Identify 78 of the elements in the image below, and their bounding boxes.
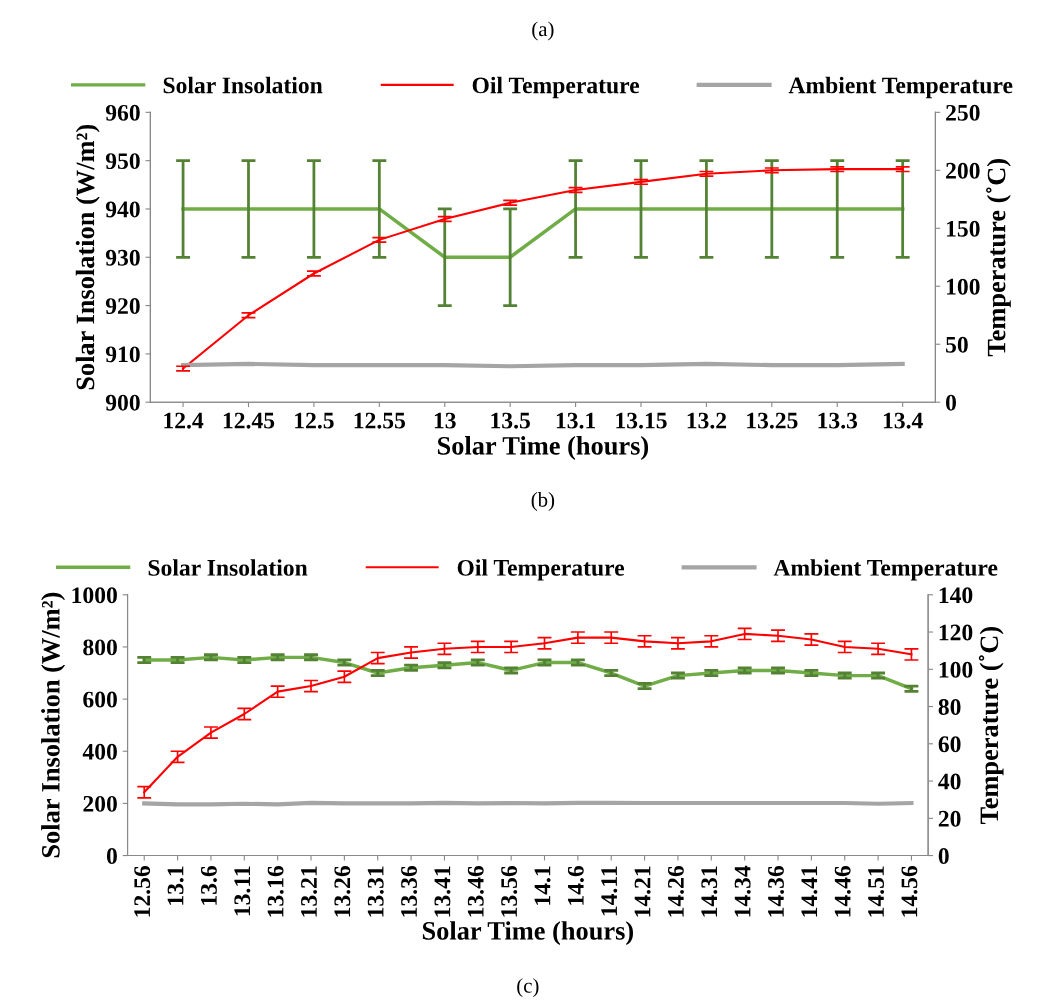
y2-tick-label: 20 bbox=[938, 810, 961, 827]
x-tick-label: 14.41 bbox=[801, 866, 818, 917]
legend-label: Solar Insolation bbox=[148, 559, 308, 576]
x-tick-label: 13.2 bbox=[687, 412, 727, 429]
x-tick-label: 13 bbox=[434, 412, 456, 429]
y-tick-label: 1000 bbox=[72, 587, 117, 604]
x-tick-label: 14.56 bbox=[901, 865, 918, 917]
y-tick-label: 400 bbox=[82, 743, 117, 760]
y2-tick-label: 0 bbox=[946, 394, 956, 411]
x-tick-label: 12.56 bbox=[134, 865, 151, 917]
x-axis-title: Solar Time (hours) bbox=[437, 436, 649, 461]
x-tick-label: 13.15 bbox=[616, 412, 667, 429]
x-tick-label: 14.21 bbox=[634, 866, 651, 917]
y-tick-label: 930 bbox=[105, 249, 140, 266]
x-tick-label: 13.56 bbox=[501, 865, 518, 917]
x-tick-label: 12.5 bbox=[295, 412, 334, 429]
x-tick-label: 14.34 bbox=[734, 865, 751, 917]
x-tick-label: 14.11 bbox=[601, 866, 618, 916]
y-axis-title: Solar Insolation (W/m²) bbox=[75, 124, 100, 390]
chart-title: (a) bbox=[532, 21, 554, 41]
y2-tick-label: 150 bbox=[946, 220, 980, 237]
y2-tick-label: 200 bbox=[946, 162, 980, 179]
x-tick-label: 13.4 bbox=[883, 412, 923, 429]
y2-axis-title: Temperature (˚C) bbox=[986, 159, 1011, 357]
y2-tick-label: 250 bbox=[946, 104, 980, 121]
x-tick-label: 13.36 bbox=[401, 865, 418, 917]
y2-tick-label: 0 bbox=[938, 848, 949, 864]
y-tick-label: 600 bbox=[83, 691, 117, 708]
y2-tick-label: 80 bbox=[938, 699, 961, 715]
y-tick-label: 900 bbox=[105, 394, 140, 411]
y-tick-label: 960 bbox=[105, 104, 140, 121]
x-tick-label: 14.26 bbox=[667, 865, 684, 917]
x-tick-label: 14.46 bbox=[834, 865, 851, 917]
legend-label: Solar Insolation bbox=[163, 76, 323, 94]
legend-label: Ambient Temperature bbox=[788, 76, 1013, 99]
x-tick-label: 13.16 bbox=[267, 865, 284, 917]
y2-tick-label: 100 bbox=[939, 661, 973, 678]
legend-label: Oil Temperature bbox=[472, 76, 640, 99]
x-tick-label: 12.4 bbox=[164, 412, 204, 429]
text: (c) bbox=[517, 978, 539, 998]
x-tick-label: 12.45 bbox=[223, 412, 275, 429]
x-tick-label: 13.6 bbox=[200, 865, 217, 905]
x-tick-label: 13.21 bbox=[301, 866, 318, 917]
x-tick-label: 14.1 bbox=[534, 866, 551, 905]
x-tick-label: 13.11 bbox=[234, 866, 251, 916]
y2-tick-label: 140 bbox=[939, 587, 973, 604]
y2-tick-label: 40 bbox=[938, 773, 961, 790]
x-tick-label: 14.6 bbox=[567, 865, 584, 905]
legend-label: Oil Temperature bbox=[457, 559, 625, 581]
x-tick-label: 12.55 bbox=[354, 412, 406, 429]
y-axis-title: Solar Insolation (W/m²) bbox=[41, 592, 66, 858]
x-tick-label: 14.36 bbox=[768, 865, 785, 917]
x-tick-label: 13.1 bbox=[167, 866, 184, 905]
x-tick-label: 13.5 bbox=[491, 412, 530, 429]
x-tick-label: 13.26 bbox=[334, 865, 351, 917]
y2-tick-label: 100 bbox=[946, 278, 980, 295]
y-tick-label: 0 bbox=[106, 848, 117, 864]
y2-tick-label: 120 bbox=[939, 624, 973, 641]
x-tick-label: 13.25 bbox=[747, 412, 798, 429]
y2-tick-label: 50 bbox=[946, 336, 968, 353]
x-tick-label: 13.3 bbox=[818, 412, 858, 429]
y-tick-label: 950 bbox=[105, 153, 140, 170]
x-tick-label: 14.51 bbox=[868, 866, 885, 917]
x-tick-label: 13.46 bbox=[467, 865, 484, 917]
x-tick-label: 13.1 bbox=[556, 412, 596, 429]
y-tick-label: 920 bbox=[105, 298, 140, 315]
y-tick-label: 800 bbox=[83, 639, 117, 656]
x-tick-label: 13.41 bbox=[434, 866, 451, 917]
y-tick-label: 200 bbox=[83, 795, 117, 812]
y-tick-label: 910 bbox=[105, 346, 140, 363]
x-tick-label: 13.31 bbox=[367, 866, 384, 917]
x-tick-label: 14.31 bbox=[701, 866, 718, 917]
y-tick-label: 940 bbox=[105, 201, 140, 218]
y2-axis-title: Temperature (˚C) bbox=[978, 627, 1004, 825]
text: (b) bbox=[531, 492, 555, 511]
legend-label: Ambient Temperature bbox=[773, 559, 998, 581]
x-axis-title: Solar Time (hours) bbox=[422, 921, 633, 946]
y2-tick-label: 60 bbox=[938, 736, 961, 753]
